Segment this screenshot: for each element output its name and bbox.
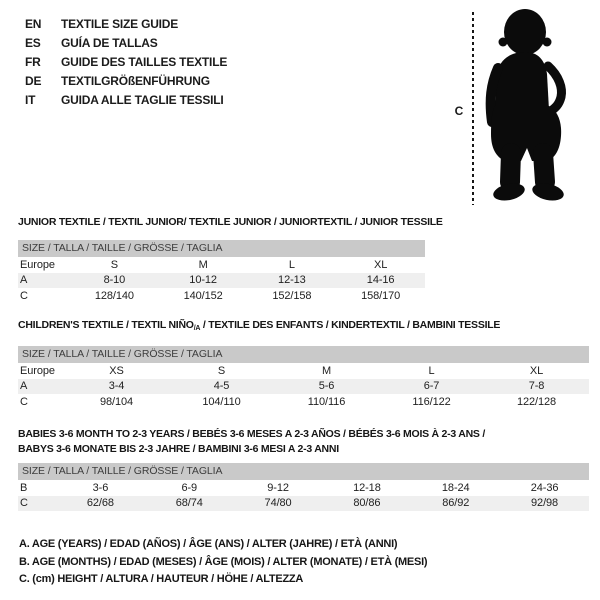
table-cell: 62/68 (86, 497, 114, 510)
table-cell: 4-5 (213, 380, 230, 393)
table-cell: 8-10 (103, 274, 126, 287)
table-cell: 158/170 (361, 289, 401, 302)
table-cell: 122/128 (516, 395, 557, 408)
table-cell: 10-12 (189, 274, 217, 287)
table-cell: L (428, 364, 435, 377)
table-cell: 6-7 (423, 380, 440, 393)
size-header-label: SIZE / TALLA / TAILLE / GRÖSSE / TAGLIA (22, 242, 223, 254)
table-cell: M (198, 258, 208, 271)
language-title: GUÍA DE TALLAS (61, 36, 158, 50)
row-label: C (20, 395, 28, 408)
table-cell: L (288, 258, 295, 271)
babies-title-line2: BABYS 3-6 MONATE BIS 2-3 JAHRE / BAMBINI… (18, 443, 339, 455)
language-code: ES (25, 36, 41, 50)
size-header-band: SIZE / TALLA / TAILLE / GRÖSSE / TAGLIA (18, 346, 589, 363)
row-label: Europe (20, 364, 55, 377)
table-cell: 3-4 (108, 380, 125, 393)
language-list: EN TEXTILE SIZE GUIDE ES GUÍA DE TALLAS … (25, 15, 227, 110)
language-title: GUIDA ALLE TAGLIE TESSILI (61, 93, 224, 107)
table-cell: 80/86 (353, 497, 381, 510)
row-label: C (20, 289, 28, 302)
language-title: TEXTILGRÖßENFÜHRUNG (61, 74, 210, 88)
language-code: EN (25, 17, 42, 31)
children-table-title: CHILDREN'S TEXTILE / TEXTIL NIÑO/A / TEX… (18, 319, 589, 335)
table-cell: S (217, 364, 226, 377)
language-title: TEXTILE SIZE GUIDE (61, 17, 179, 31)
children-title-suffix: / TEXTILE DES ENFANTS / KINDERTEXTIL / B… (200, 319, 501, 331)
table-cell: XS (109, 364, 124, 377)
table-cell: 5-6 (318, 380, 335, 393)
table-cell: S (110, 258, 118, 271)
table-cell: 104/110 (202, 395, 241, 408)
junior-table-section: JUNIOR TEXTILE / TEXTIL JUNIOR/ TEXTILE … (18, 216, 443, 304)
language-row: IT GUIDA ALLE TAGLIE TESSILI (25, 91, 227, 110)
table-cell: 140/152 (183, 289, 223, 302)
table-cell: 3-6 (92, 481, 109, 494)
language-title: GUIDE DES TAILLES TEXTILE (61, 55, 228, 69)
babies-table-section: BABIES 3-6 MONTH TO 2-3 YEARS / BEBÉS 3-… (18, 427, 589, 511)
table-cell: 6-9 (181, 481, 198, 494)
table-cell: 7-8 (528, 380, 545, 393)
table-cell: 24-36 (530, 481, 559, 494)
children-table-section: CHILDREN'S TEXTILE / TEXTIL NIÑO/A / TEX… (18, 319, 589, 410)
table-cell: M (321, 364, 332, 377)
language-code: DE (25, 74, 42, 88)
table-row: B 3-6 6-9 9-12 12-18 18-24 24-36 (18, 480, 589, 496)
table-cell: XL (373, 258, 388, 271)
row-label: A (20, 380, 28, 393)
language-code: IT (25, 93, 36, 107)
note-age-years: A. AGE (YEARS) / EDAD (AÑOS) / ÂGE (ANS)… (19, 538, 398, 550)
language-row: FR GUIDE DES TAILLES TEXTILE (25, 53, 227, 72)
children-title-prefix: CHILDREN'S TEXTILE / TEXTIL NIÑO (18, 319, 194, 331)
legend-notes: A. AGE (YEARS) / EDAD (AÑOS) / ÂGE (ANS)… (19, 536, 428, 589)
table-cell: 12-13 (278, 274, 306, 287)
language-row: DE TEXTILGRÖßENFÜHRUNG (25, 72, 227, 91)
table-cell: 128/140 (94, 289, 134, 302)
table-row: Europe XS S M L XL (18, 363, 589, 379)
row-label: A (20, 274, 28, 287)
table-cell: 68/74 (175, 497, 203, 510)
language-code: FR (25, 55, 41, 69)
language-row: EN TEXTILE SIZE GUIDE (25, 15, 227, 34)
table-cell: 12-18 (353, 481, 381, 494)
junior-table-title: JUNIOR TEXTILE / TEXTIL JUNIOR/ TEXTILE … (18, 216, 443, 228)
junior-table-rows: Europe S M L XL A 8-10 10-12 12-13 14-16 C 128/140 1… (18, 257, 425, 304)
table-row: C 98/104 104/110 110/116 116/122 122/128 (18, 394, 589, 410)
table-row: Europe S M L XL (18, 257, 425, 273)
row-label: Europe (20, 258, 55, 271)
baby-silhouette (485, 9, 566, 201)
language-row: ES GUÍA DE TALLAS (25, 34, 227, 53)
note-age-months: B. AGE (MONTHS) / EDAD (MESES) / ÂGE (MO… (19, 555, 428, 568)
table-cell: 152/158 (272, 289, 312, 302)
babies-title-line1: BABIES 3-6 MONTH TO 2-3 YEARS / BEBÉS 3-… (18, 428, 486, 440)
babies-table-title: BABIES 3-6 MONTH TO 2-3 YEARS / BEBÉS 3-… (18, 427, 589, 457)
children-title-subscript: /A (193, 325, 201, 332)
table-cell: 92/98 (531, 497, 559, 510)
table-row: C 62/68 68/74 74/80 80/86 86/92 92/98 (18, 495, 589, 511)
size-header-band: SIZE / TALLA / TAILLE / GRÖSSE / TAGLIA (18, 463, 589, 480)
table-cell: XL (529, 364, 544, 377)
table-cell: 110/116 (307, 395, 346, 408)
note-height-cm: C. (cm) HEIGHT / ALTURA / HAUTEUR / HÖHE… (19, 573, 304, 585)
size-header-label: SIZE / TALLA / TAILLE / GRÖSSE / TAGLIA (22, 348, 223, 360)
height-measure-label: C (454, 104, 464, 118)
table-row: C 128/140 140/152 152/158 158/170 (18, 288, 425, 304)
table-row: A 3-4 4-5 5-6 6-7 7-8 (18, 378, 589, 394)
table-cell: 18-24 (441, 481, 470, 494)
table-cell: 74/80 (264, 497, 292, 510)
size-header-band: SIZE / TALLA / TAILLE / GRÖSSE / TAGLIA (18, 240, 425, 257)
table-cell: 9-12 (267, 481, 289, 494)
row-label: B (20, 481, 28, 494)
height-measure-dashed-line (472, 12, 474, 205)
babies-table-rows: B 3-6 6-9 9-12 12-18 18-24 24-36 C 62/68 68/74 74/… (18, 480, 589, 511)
table-cell: 14-16 (366, 274, 395, 287)
children-table-rows: Europe XS S M L XL A 3-4 4-5 5-6 6-7 7-8 C 98/104 104/… (18, 363, 589, 410)
table-cell: 116/122 (412, 395, 451, 408)
table-cell: 98/104 (99, 395, 134, 408)
table-cell: 86/92 (442, 497, 470, 510)
table-row: A 8-10 10-12 12-13 14-16 (18, 272, 425, 288)
size-header-label: SIZE / TALLA / TAILLE / GRÖSSE / TAGLIA (22, 465, 223, 477)
row-label: C (20, 497, 28, 510)
